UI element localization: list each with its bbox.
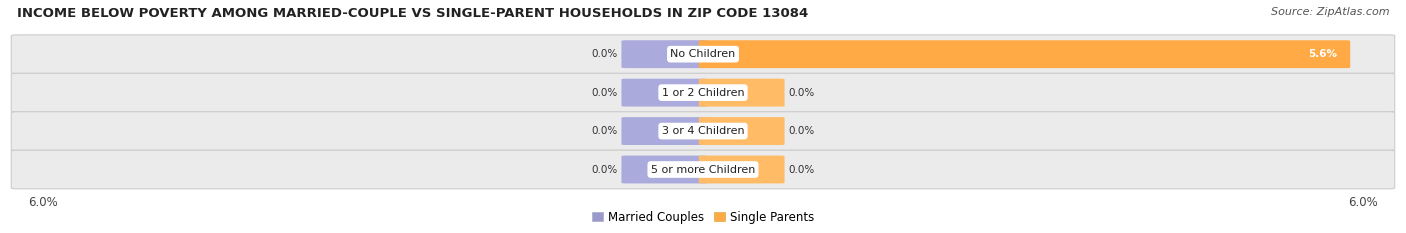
Text: 5.6%: 5.6% xyxy=(1309,49,1337,59)
FancyBboxPatch shape xyxy=(621,79,707,106)
FancyBboxPatch shape xyxy=(699,40,1350,68)
Text: 5 or more Children: 5 or more Children xyxy=(651,164,755,175)
FancyBboxPatch shape xyxy=(621,40,707,68)
FancyBboxPatch shape xyxy=(11,112,1395,150)
Text: 0.0%: 0.0% xyxy=(591,88,617,98)
Text: 6.0%: 6.0% xyxy=(1348,196,1378,209)
Text: 0.0%: 0.0% xyxy=(591,164,617,175)
Text: Source: ZipAtlas.com: Source: ZipAtlas.com xyxy=(1271,7,1389,17)
Text: 0.0%: 0.0% xyxy=(591,126,617,136)
Text: No Children: No Children xyxy=(671,49,735,59)
FancyBboxPatch shape xyxy=(11,150,1395,189)
FancyBboxPatch shape xyxy=(621,156,707,183)
FancyBboxPatch shape xyxy=(699,117,785,145)
Text: 0.0%: 0.0% xyxy=(789,126,815,136)
Text: INCOME BELOW POVERTY AMONG MARRIED-COUPLE VS SINGLE-PARENT HOUSEHOLDS IN ZIP COD: INCOME BELOW POVERTY AMONG MARRIED-COUPL… xyxy=(17,7,808,20)
FancyBboxPatch shape xyxy=(699,156,785,183)
Text: 1 or 2 Children: 1 or 2 Children xyxy=(662,88,744,98)
FancyBboxPatch shape xyxy=(621,117,707,145)
FancyBboxPatch shape xyxy=(11,35,1395,73)
Legend: Married Couples, Single Parents: Married Couples, Single Parents xyxy=(588,207,818,227)
Text: 6.0%: 6.0% xyxy=(28,196,58,209)
Text: 0.0%: 0.0% xyxy=(789,164,815,175)
FancyBboxPatch shape xyxy=(699,79,785,106)
Text: 3 or 4 Children: 3 or 4 Children xyxy=(662,126,744,136)
FancyBboxPatch shape xyxy=(11,73,1395,112)
Text: 0.0%: 0.0% xyxy=(789,88,815,98)
Text: 0.0%: 0.0% xyxy=(591,49,617,59)
